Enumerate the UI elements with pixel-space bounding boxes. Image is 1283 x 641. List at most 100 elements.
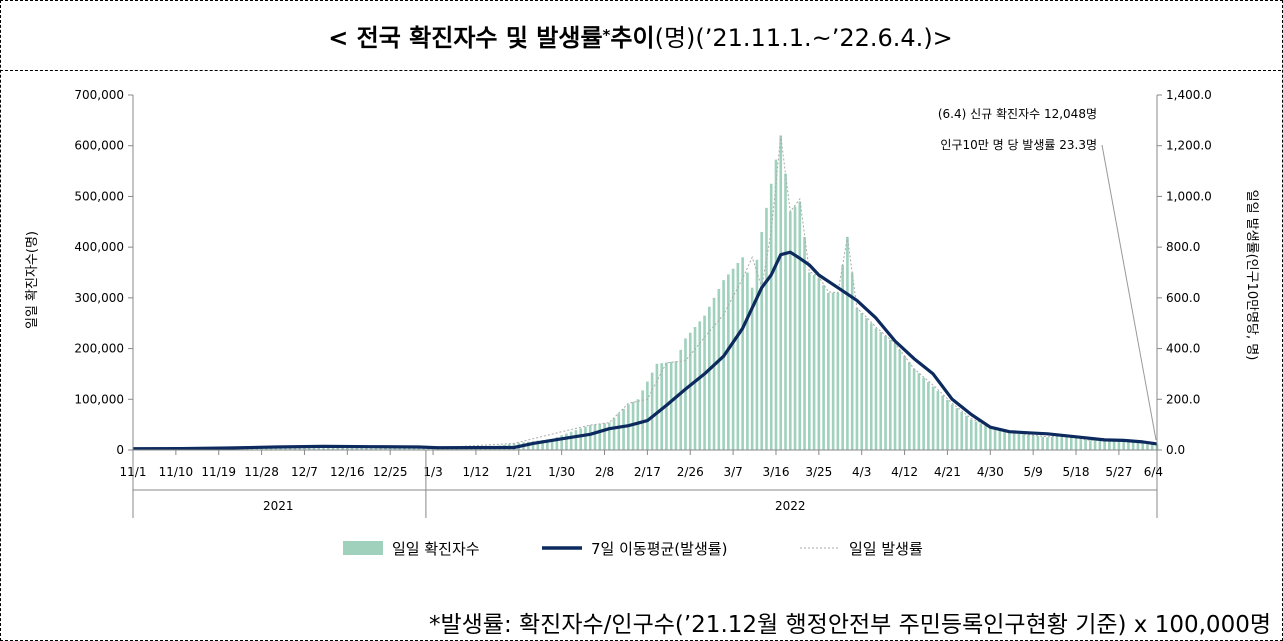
bar-daily-cases — [1093, 440, 1097, 450]
bar-daily-cases — [422, 447, 425, 450]
bar-daily-cases — [755, 259, 759, 450]
chart-title: < 전국 확진자수 및 발생률 * 추이 (명)(’21.11.1.~’22.6.4… — [0, 0, 1281, 71]
bar-daily-cases — [1141, 442, 1145, 450]
bar-daily-cases — [555, 437, 559, 450]
bar-daily-cases — [1046, 437, 1049, 450]
bar-daily-cases — [950, 404, 954, 450]
y-tick-label: 600,000 — [74, 139, 124, 153]
bar-daily-cases — [1127, 441, 1130, 450]
bar-daily-cases — [693, 327, 697, 450]
y2-tick-label: 1,200.0 — [1166, 139, 1212, 153]
bar-daily-cases — [407, 447, 411, 450]
bar-daily-cases — [836, 292, 840, 450]
bar-daily-cases — [974, 421, 978, 450]
x-tick-label: 4/30 — [977, 465, 1004, 479]
x-tick-label: 3/25 — [805, 465, 832, 479]
bar-daily-cases — [293, 446, 297, 450]
bar-daily-cases — [593, 424, 597, 450]
bar-daily-cases — [850, 272, 854, 450]
x-tick-label: 11/1 — [120, 465, 147, 479]
bar-daily-cases — [1112, 441, 1116, 451]
bar-daily-cases — [1008, 432, 1011, 450]
bar-daily-cases — [398, 447, 402, 450]
bar-daily-cases — [360, 446, 363, 450]
y2-tick-label: 1,400.0 — [1166, 88, 1212, 102]
y-tick-label: 0 — [116, 443, 124, 457]
legend-label-ma: 7일 이동평균(발생률) — [591, 540, 727, 558]
bar-daily-cases — [931, 386, 935, 450]
bar-daily-cases — [546, 439, 549, 450]
bar-daily-cases — [717, 288, 721, 450]
bar-daily-cases — [750, 287, 754, 450]
bar-daily-cases — [1017, 433, 1021, 450]
bar-daily-cases — [1122, 441, 1125, 450]
bar-daily-cases — [607, 422, 611, 450]
title-rest: (명)(’21.11.1.~’22.6.4.)> — [654, 23, 953, 52]
bar-daily-cases — [1065, 435, 1068, 450]
x-tick-label: 2/17 — [634, 465, 661, 479]
bar-daily-cases — [688, 332, 692, 450]
bar-daily-cases — [531, 441, 535, 451]
annotation-line-1: (6.4) 신규 확진자수 12,048명 — [938, 107, 1097, 121]
bar-daily-cases — [1131, 442, 1135, 450]
bar-daily-cases — [417, 447, 421, 450]
legend-label-rate: 일일 발생률 — [849, 540, 923, 558]
y2-tick-label: 600.0 — [1166, 291, 1200, 305]
bar-daily-cases — [312, 447, 316, 450]
bar-daily-cases — [922, 377, 925, 450]
bar-daily-cases — [307, 447, 311, 450]
y-tick-label: 500,000 — [74, 189, 124, 203]
bar-daily-cases — [779, 135, 783, 450]
bar-daily-cases — [1050, 436, 1054, 450]
series-7day-avg-line — [132, 250, 1158, 451]
x-tick-label: 3/7 — [723, 465, 742, 479]
bar-daily-cases — [650, 372, 654, 450]
bar-daily-cases — [355, 446, 359, 450]
bar-daily-cases — [727, 274, 730, 450]
x-tick-label: 2/8 — [595, 465, 614, 479]
title-star: * — [602, 26, 611, 44]
x-tick-label: 1/30 — [548, 465, 575, 479]
bar-daily-cases — [1108, 441, 1111, 450]
bar-daily-cases — [1055, 436, 1059, 450]
bar-daily-cases — [1074, 437, 1078, 450]
x-tick-label: 1/12 — [462, 465, 489, 479]
bar-daily-cases — [908, 362, 911, 450]
bar-daily-cases — [322, 447, 325, 450]
y2-axis-title: 일일 발생률(인구10만명당, 명) — [1244, 190, 1259, 361]
bar-daily-cases — [341, 446, 344, 450]
bar-daily-cases — [1079, 438, 1083, 450]
bar-daily-cases — [946, 399, 949, 450]
bar-daily-cases — [803, 237, 806, 450]
bar-daily-cases — [1103, 440, 1106, 450]
bar-daily-cases — [865, 318, 868, 450]
bar-daily-cases — [812, 275, 816, 450]
bar-daily-cases — [574, 430, 578, 450]
x-tick-label: 11/28 — [244, 465, 279, 479]
bar-daily-cases — [1136, 442, 1140, 450]
bar-daily-cases — [1036, 436, 1040, 450]
x-tick-label: 2/26 — [677, 465, 704, 479]
bar-daily-cases — [788, 211, 792, 450]
bar-daily-cases — [1084, 439, 1087, 450]
bar-daily-cases — [855, 308, 859, 450]
bar-daily-cases — [912, 368, 916, 450]
bar-daily-cases — [550, 438, 554, 450]
bar-daily-cases — [993, 428, 997, 450]
x-tick-label: 5/27 — [1105, 465, 1132, 479]
x-tick-label: 11/10 — [159, 465, 194, 479]
bar-daily-cases — [846, 237, 849, 450]
bar-daily-cases — [350, 446, 354, 450]
x-tick-label: 12/7 — [291, 465, 318, 479]
x-tick-label: 12/16 — [330, 465, 365, 479]
bar-daily-cases — [808, 272, 811, 450]
y-tick-label: 100,000 — [74, 392, 124, 406]
y-tick-label: 200,000 — [74, 342, 124, 356]
bar-daily-cases — [984, 425, 987, 450]
bar-daily-cases — [612, 418, 616, 450]
bar-daily-cases — [536, 440, 540, 450]
bar-daily-cases — [765, 207, 768, 450]
y2-tick-label: 400.0 — [1166, 342, 1200, 356]
bar-daily-cases — [646, 381, 649, 450]
